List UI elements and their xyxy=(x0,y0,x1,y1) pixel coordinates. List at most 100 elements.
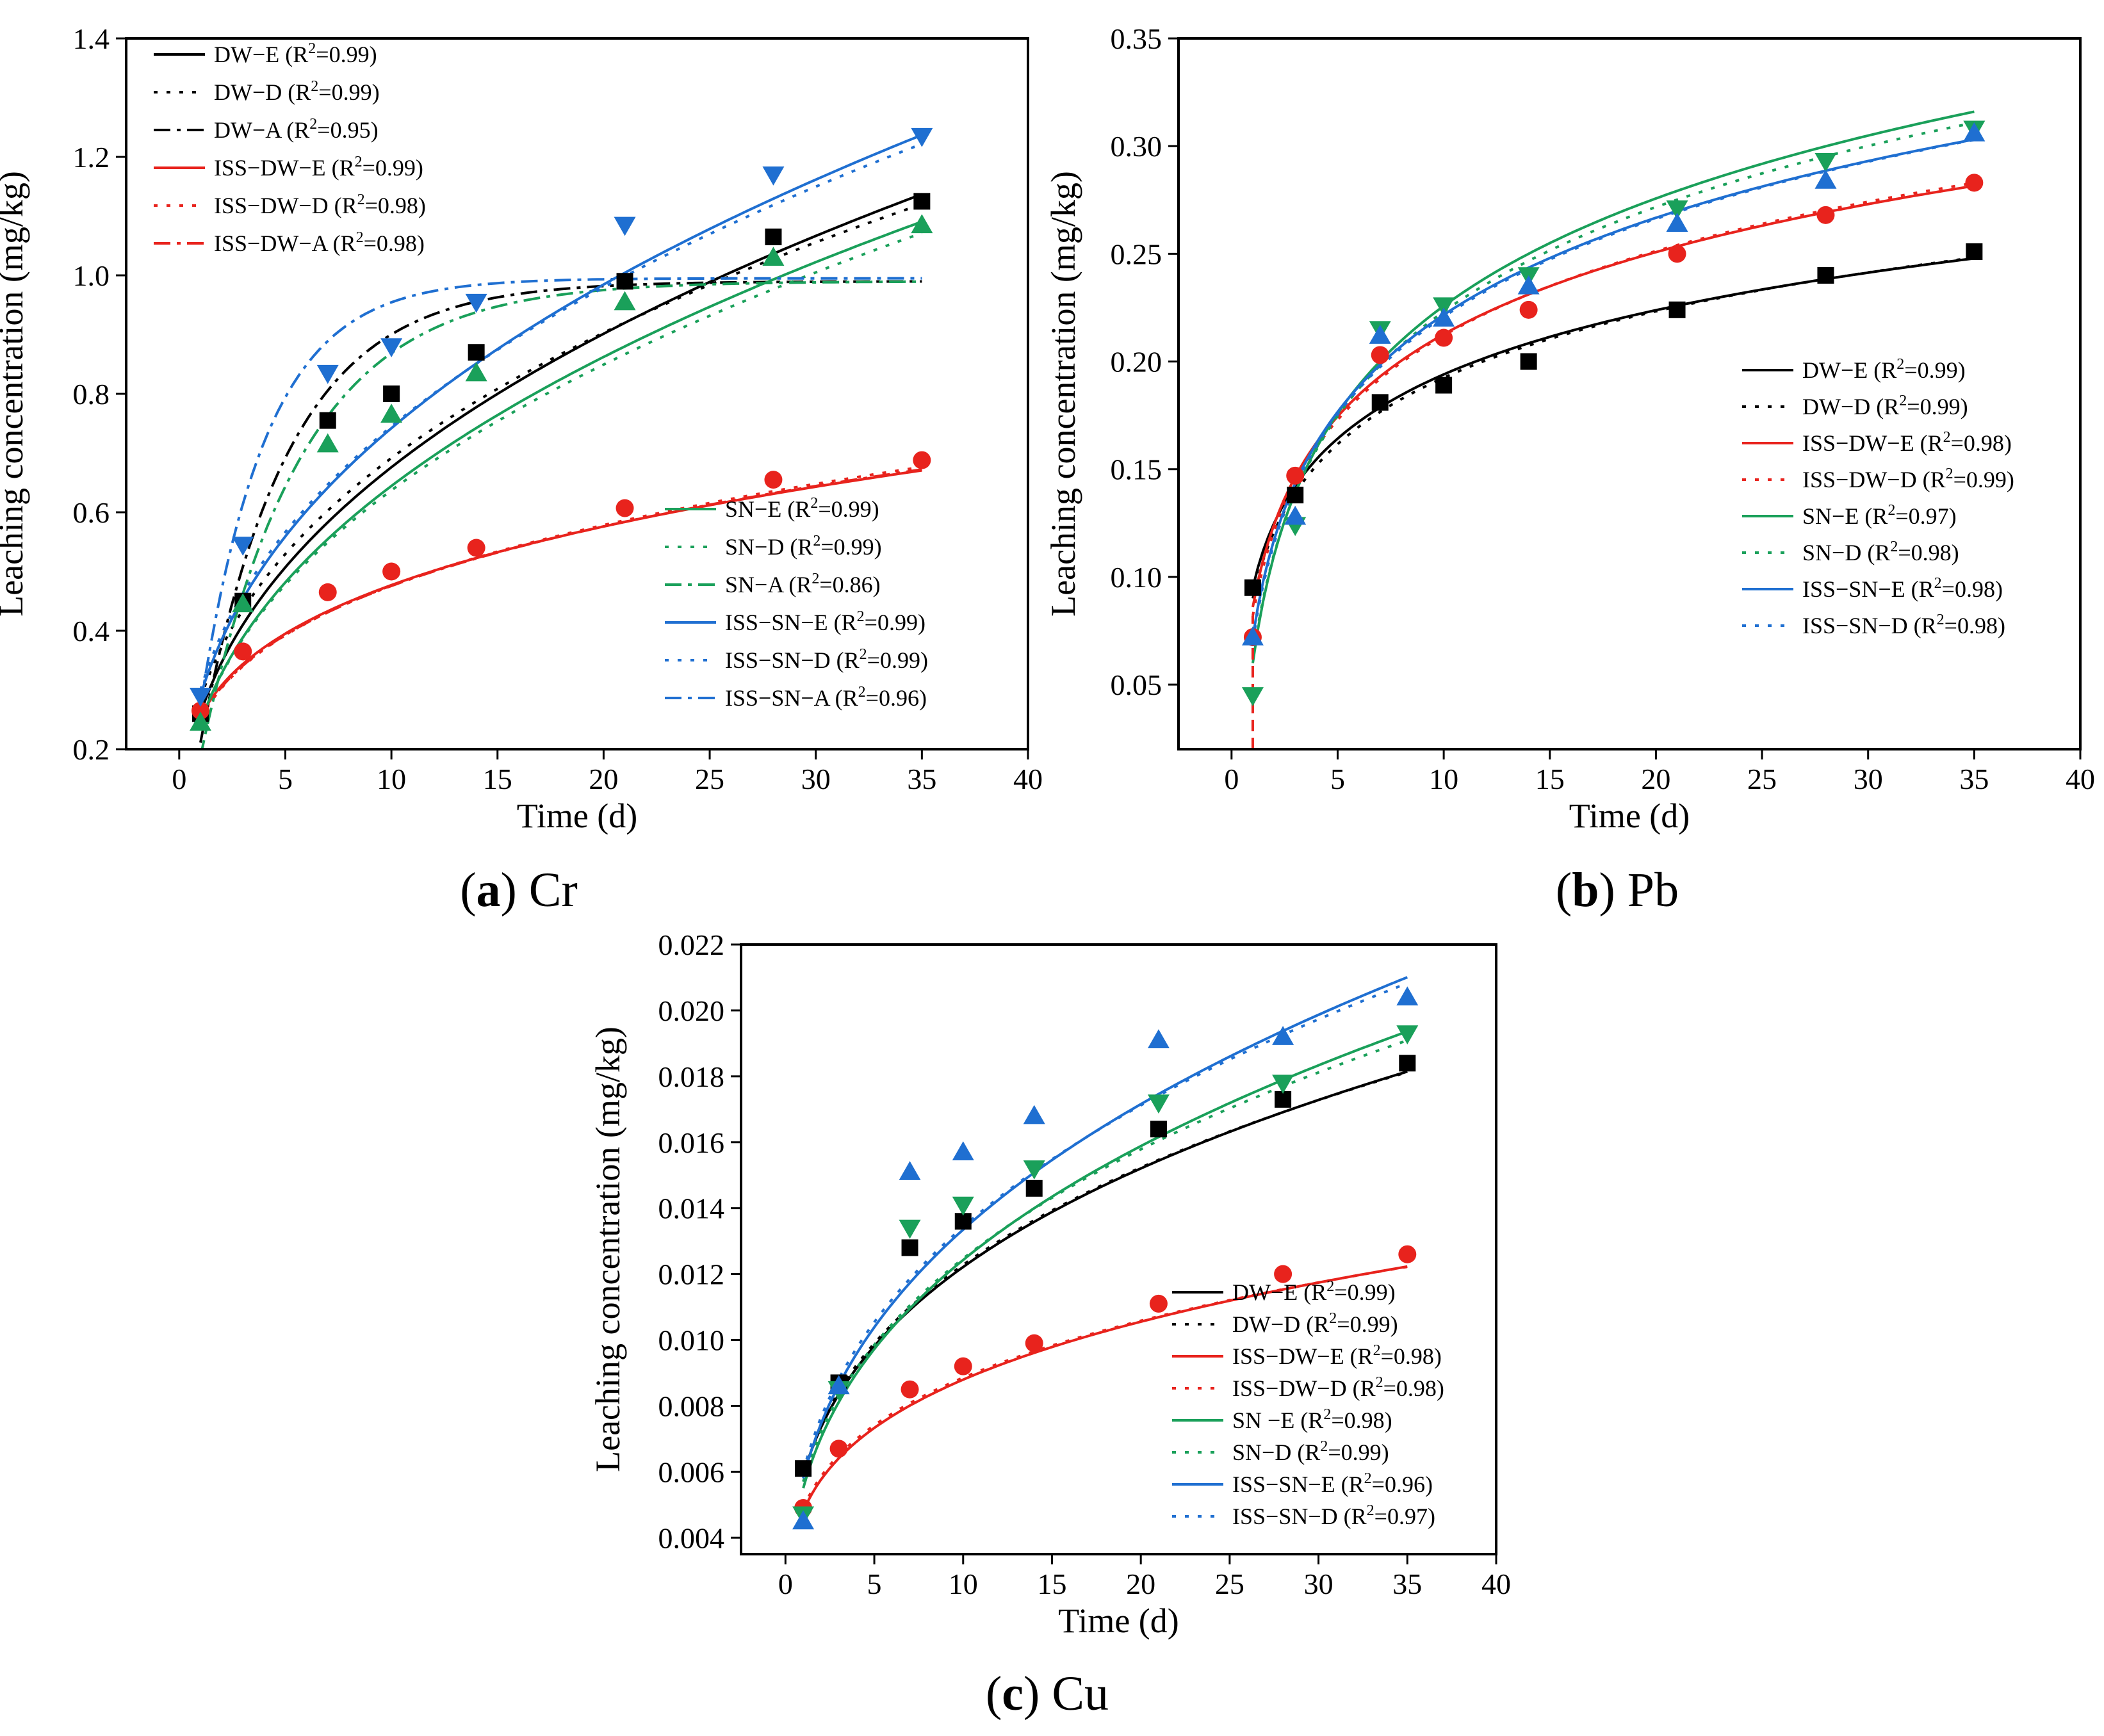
x-tick-label: 35 xyxy=(1392,1568,1422,1600)
legend-label-iss-dw-e: ISS−DW−E (R2=0.98) xyxy=(1802,429,2012,456)
data-point-dw xyxy=(765,228,782,245)
y-tick-label: 0.018 xyxy=(658,1060,725,1093)
fit-curve-dw-d xyxy=(199,202,923,700)
data-point-sn xyxy=(465,362,487,382)
x-axis-title: Time (d) xyxy=(1058,1602,1179,1640)
data-point-iss-dw xyxy=(954,1357,972,1375)
data-point-dw xyxy=(1150,1121,1167,1138)
fit-curve-iss-sn-e xyxy=(802,976,1408,1479)
fit-curve-iss-dw-a xyxy=(199,468,922,719)
fit-curve-iss-dw-d xyxy=(1252,181,1975,616)
fit-curves xyxy=(1251,110,1975,749)
legend-label-iss-dw-d: ISS−DW−D (R2=0.98) xyxy=(214,191,426,218)
fit-curves xyxy=(802,976,1408,1512)
data-point-sn xyxy=(614,291,636,311)
data-point-sn xyxy=(380,403,403,423)
data-point-dw xyxy=(1244,579,1261,596)
x-tick-label: 25 xyxy=(1215,1568,1244,1600)
data-point-iss-dw xyxy=(382,562,401,581)
y-tick-label: 0.006 xyxy=(658,1456,725,1488)
legend-label-iss-sn-a: ISS−SN−A (R2=0.96) xyxy=(725,684,927,711)
data-point-dw xyxy=(1399,1055,1416,1072)
data-point-dw xyxy=(954,1213,972,1230)
legend-label-dw-d: DW−D (R2=0.99) xyxy=(214,78,380,105)
legend-label-sn-a: SN−A (R2=0.86) xyxy=(725,571,881,597)
fit-curve-iss-dw-d xyxy=(802,1265,1408,1509)
data-point-dw xyxy=(901,1239,918,1256)
data-point-iss-sn xyxy=(1666,213,1688,232)
data-point-sn xyxy=(1814,152,1837,172)
legend-label-iss-sn-d: ISS−SN−D (R2=0.97) xyxy=(1232,1502,1435,1529)
chart-panel-a: 0 5 10 15 20 25 30 35 40 0.2 0.4 0.6 0.8 1.0 1.2 1.4 Tim… xyxy=(0,22,1043,917)
y-tick-label: 1.0 xyxy=(73,259,110,292)
y-tick-label: 0.8 xyxy=(73,378,110,410)
y-tick-label: 0.15 xyxy=(1111,453,1162,486)
data-point-sn xyxy=(899,1219,921,1239)
y-tick-label: 0.004 xyxy=(658,1521,725,1554)
y-tick-label: 0.30 xyxy=(1111,130,1162,163)
legend-label-iss-dw-e: ISS−DW−E (R2=0.99) xyxy=(214,154,423,181)
data-point-iss-sn xyxy=(1517,275,1540,295)
x-tick-label: 40 xyxy=(1013,763,1043,795)
data-point-dw xyxy=(795,1460,812,1477)
legend-label-dw-e: DW−E (R2=0.99) xyxy=(214,40,377,67)
data-point-iss-sn xyxy=(465,293,487,313)
data-point-iss-dw xyxy=(318,583,337,601)
legend-label-iss-dw-a: ISS−DW−A (R2=0.98) xyxy=(214,229,425,256)
data-point-iss-dw xyxy=(764,471,783,489)
legend-label-iss-dw-e: ISS−DW−E (R2=0.98) xyxy=(1232,1342,1442,1369)
legend-bottom-right: DW−E (R2=0.99) DW−D (R2=0.99) ISS−DW−E (R2… xyxy=(1172,1278,1444,1529)
panel-caption: (a) Cr xyxy=(460,863,578,917)
data-point-iss-dw xyxy=(1286,466,1305,485)
legend-bottom-right: SN−E (R2=0.99) SN−D (R2=0.99) SN−A (R2=0.8… xyxy=(665,495,928,711)
legend-label-dw-e: DW−E (R2=0.99) xyxy=(1232,1278,1396,1305)
fit-curve-sn-e xyxy=(199,220,923,724)
data-point-dw xyxy=(383,385,400,402)
legend-top-left: DW−E (R2=0.99) DW−D (R2=0.99) DW−A (R2=0.9… xyxy=(154,40,426,256)
y-tick-label: 0.10 xyxy=(1111,561,1162,594)
data-point-sn xyxy=(232,593,254,613)
data-point-dw xyxy=(1817,267,1834,284)
data-point-iss-sn xyxy=(911,127,933,147)
legend-label-dw-d: DW−D (R2=0.99) xyxy=(1232,1310,1398,1337)
x-tick-label: 20 xyxy=(589,763,618,795)
data-point-dw xyxy=(1287,487,1304,504)
data-point-sn xyxy=(1147,1094,1170,1114)
x-tick-label: 40 xyxy=(1481,1568,1511,1600)
x-tick-label: 5 xyxy=(867,1568,882,1600)
fit-curve-dw-e xyxy=(199,193,923,715)
data-points xyxy=(189,127,933,731)
data-point-sn xyxy=(952,1196,974,1216)
data-point-iss-sn xyxy=(952,1141,974,1160)
data-points xyxy=(1241,120,1986,706)
fit-curve-iss-sn-e xyxy=(199,133,923,697)
data-point-iss-dw xyxy=(901,1380,919,1399)
data-point-iss-sn xyxy=(762,166,785,186)
y-tick-label: 0.25 xyxy=(1111,238,1162,270)
data-point-sn xyxy=(762,247,785,266)
data-point-iss-sn xyxy=(232,537,254,556)
legend-label-iss-dw-d: ISS−DW−D (R2=0.99) xyxy=(1802,466,2014,492)
fit-curve-dw-e xyxy=(1252,257,1975,588)
data-point-iss-dw xyxy=(1816,206,1835,224)
x-tick-label: 5 xyxy=(1330,763,1345,795)
data-point-iss-sn xyxy=(792,1510,815,1530)
data-point-iss-dw xyxy=(1519,300,1538,319)
data-point-dw xyxy=(1966,243,1983,260)
data-point-iss-sn xyxy=(1147,1029,1170,1048)
x-tick-label: 20 xyxy=(1641,763,1670,795)
data-point-iss-sn xyxy=(1369,325,1391,344)
y-axis-title: Leaching concentration (mg/kg) xyxy=(589,1026,627,1472)
data-point-iss-dw xyxy=(1398,1245,1417,1263)
fit-curves xyxy=(199,133,923,749)
fit-curve-sn-e xyxy=(1252,110,1975,663)
y-tick-label: 0.35 xyxy=(1111,22,1162,55)
legend-label-sn-d: SN−D (R2=0.98) xyxy=(1802,539,1959,565)
y-axis-title: Leaching concentration (mg/kg) xyxy=(1044,171,1082,617)
data-point-iss-sn xyxy=(189,688,211,707)
data-point-iss-dw xyxy=(829,1440,848,1458)
y-tick-label: 0.4 xyxy=(73,615,110,647)
data-point-iss-dw xyxy=(1025,1334,1043,1352)
data-point-dw xyxy=(1025,1180,1043,1197)
data-point-iss-dw xyxy=(1965,174,1984,192)
